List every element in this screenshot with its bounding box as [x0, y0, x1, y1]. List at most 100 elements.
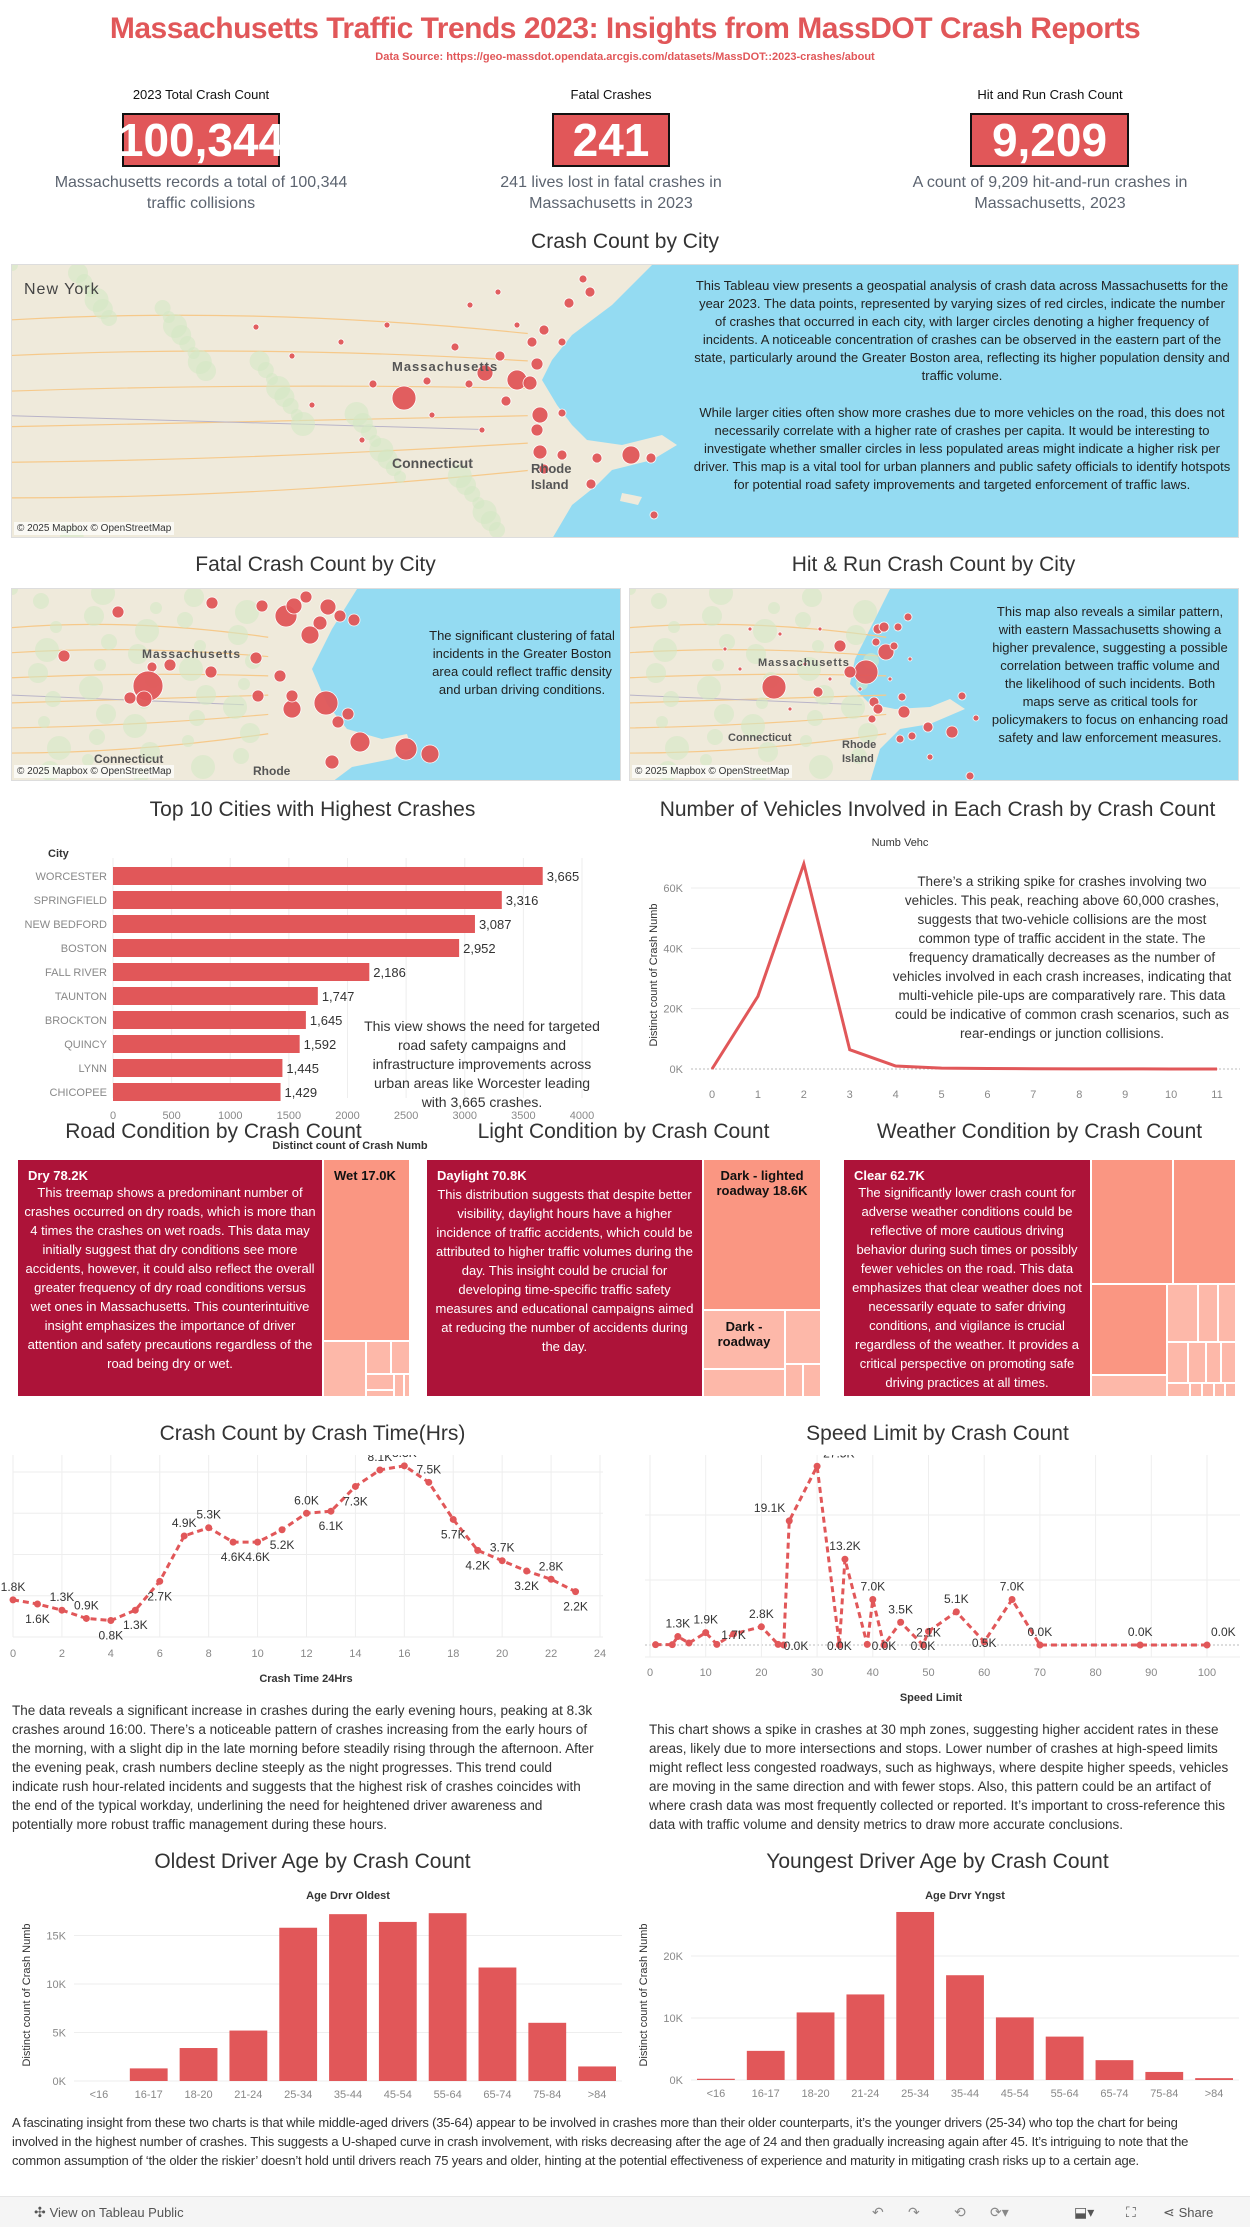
- treemap-cell[interactable]: [1167, 1383, 1190, 1397]
- crash-marker: [817, 626, 823, 632]
- treemap-daylight[interactable]: Daylight 70.8K This distribution suggest…: [426, 1159, 703, 1397]
- refresh-icon[interactable]: ⟳▾: [990, 2204, 1009, 2220]
- data-label: 7.0K: [1000, 1580, 1025, 1594]
- treemap-cell[interactable]: [1091, 1375, 1167, 1397]
- treemap-cell[interactable]: [703, 1369, 785, 1397]
- kpi-total-label: 2023 Total Crash Count: [132, 87, 270, 102]
- undo-icon[interactable]: ↶: [872, 2204, 884, 2220]
- treemap-cell[interactable]: [1218, 1284, 1236, 1342]
- x-tick-label: 80: [1089, 1667, 1101, 1679]
- treemap-clear[interactable]: Clear 62.7K The significantly lower cras…: [843, 1159, 1091, 1397]
- treemap-cell[interactable]: [391, 1341, 410, 1374]
- data-label: 27.5K: [823, 1455, 854, 1460]
- crash-marker: [871, 637, 881, 647]
- bar: [428, 1913, 467, 2081]
- forest-patch: [651, 593, 667, 609]
- treemap-cell[interactable]: [785, 1310, 821, 1364]
- treemap-cell[interactable]: [404, 1374, 410, 1397]
- forest-patch: [228, 625, 248, 645]
- bar: [846, 1994, 885, 2080]
- x-tick-label: 1000: [218, 1110, 242, 1122]
- treemap-wet[interactable]: Wet 17.0K: [323, 1159, 410, 1341]
- data-point: [278, 1526, 286, 1534]
- category-label: QUINCY: [64, 1039, 107, 1051]
- treemap-cell[interactable]: [323, 1341, 366, 1397]
- data-label: 19.1K: [754, 1501, 785, 1515]
- data-label: 2,186: [373, 965, 406, 980]
- weather-annotation: The significantly lower crash count for …: [852, 1185, 1082, 1390]
- treemap-cell[interactable]: [394, 1374, 404, 1397]
- y-axis-title: Distinct count of Crash Numb: [21, 1923, 33, 2066]
- crash-marker: [907, 656, 913, 662]
- crash-marker: [347, 613, 361, 627]
- weather-title: Weather Condition by Crash Count: [876, 1120, 1203, 1143]
- forest-patch: [179, 657, 203, 681]
- data-point: [1078, 1068, 1080, 1070]
- data-point: [730, 1630, 738, 1638]
- fatal-crash-map[interactable]: Massachusetts Connecticut Rhode The sign…: [11, 588, 621, 781]
- treemap-dark-roadway[interactable]: Dark - roadway: [703, 1310, 785, 1369]
- crash-marker: [802, 661, 808, 667]
- treemap-cell[interactable]: [1206, 1342, 1221, 1383]
- data-source-link[interactable]: Data Source: https://geo-massdot.opendat…: [375, 51, 875, 63]
- crash-marker: [285, 689, 299, 703]
- treemap-cell[interactable]: [1167, 1342, 1188, 1383]
- data-label: 3,665: [547, 869, 580, 884]
- x-tick-label: 0: [110, 1110, 116, 1122]
- treemap-cell[interactable]: [803, 1364, 821, 1397]
- treemap-cell[interactable]: [1198, 1284, 1218, 1342]
- crash-marker: [300, 625, 320, 645]
- treemap-cell[interactable]: [1167, 1284, 1198, 1342]
- data-point: [685, 1639, 693, 1647]
- share-button[interactable]: ⋖ Share: [1163, 2204, 1213, 2221]
- crash-count-map[interactable]: New York Massachusetts Connecticut Rhode…: [11, 264, 1239, 538]
- crash-marker: [827, 676, 833, 682]
- data-point: [498, 1557, 506, 1565]
- crash-marker: [777, 631, 783, 637]
- data-label: 8.3K: [392, 1455, 417, 1460]
- redo-icon[interactable]: ↷: [908, 2204, 920, 2220]
- treemap-label: Dark - lighted roadway 18.6K: [716, 1168, 808, 1198]
- crash-marker: [853, 659, 879, 685]
- treemap-cell[interactable]: [1214, 1383, 1225, 1397]
- age-annotation: A fascinating insight from these two cha…: [12, 2115, 1189, 2168]
- tableau-toolbar: ✣ View on Tableau Public ↶ ↷ ⟲ ⟳▾ ⬓▾ ⛶ ⋖…: [0, 2196, 1250, 2227]
- treemap-cell[interactable]: [1173, 1159, 1236, 1284]
- crash-marker: [204, 665, 218, 679]
- map-credit[interactable]: © 2025 Mapbox © OpenStreetMap: [14, 765, 175, 778]
- data-point: [986, 1068, 988, 1070]
- data-label: 2.2K: [563, 1600, 588, 1614]
- crash-marker: [531, 406, 549, 424]
- treemap-cell[interactable]: [1221, 1342, 1236, 1383]
- forest-patch: [235, 600, 259, 624]
- treemap-cell[interactable]: [1225, 1383, 1236, 1397]
- treemap-cell[interactable]: [1091, 1284, 1167, 1375]
- treemap-cell[interactable]: [366, 1374, 394, 1390]
- data-point: [572, 1588, 580, 1596]
- treemap-cell[interactable]: [1202, 1383, 1214, 1397]
- crash-marker: [538, 324, 550, 336]
- fullscreen-icon[interactable]: ⛶: [1126, 2204, 1136, 2220]
- data-label: 0.0K: [1028, 1625, 1053, 1639]
- data-point: [897, 1618, 905, 1626]
- view-on-tableau-button[interactable]: ✣ View on Tableau Public: [34, 2204, 184, 2221]
- treemap-cell[interactable]: [1091, 1159, 1173, 1284]
- x-tick-label: 65-74: [483, 2089, 511, 2101]
- crash-marker: [877, 643, 895, 661]
- map-credit[interactable]: © 2025 Mapbox © OpenStreetMap: [632, 765, 793, 778]
- treemap-cell[interactable]: [366, 1390, 394, 1397]
- treemap-cell[interactable]: [366, 1341, 391, 1374]
- treemap-cell[interactable]: [1188, 1342, 1206, 1383]
- data-point: [107, 1617, 115, 1624]
- revert-icon[interactable]: ⟲: [954, 2204, 966, 2220]
- road-title: Road Condition by Crash Count: [65, 1120, 362, 1143]
- download-icon[interactable]: ⬓▾: [1074, 2204, 1095, 2220]
- treemap-cell[interactable]: [785, 1364, 803, 1397]
- hitrun-crash-map[interactable]: Massachusetts Connecticut Rhode Island T…: [629, 588, 1239, 781]
- map-credit[interactable]: © 2025 Mapbox © OpenStreetMap: [14, 522, 175, 535]
- crash-marker: [747, 626, 753, 632]
- view-on-tableau-label: View on Tableau Public: [49, 2205, 184, 2220]
- treemap-dry[interactable]: Dry 78.2K This treemap shows a predomina…: [17, 1159, 323, 1397]
- treemap-dark-lighted[interactable]: Dark - lighted roadway 18.6K: [703, 1159, 821, 1310]
- treemap-cell[interactable]: [1190, 1383, 1202, 1397]
